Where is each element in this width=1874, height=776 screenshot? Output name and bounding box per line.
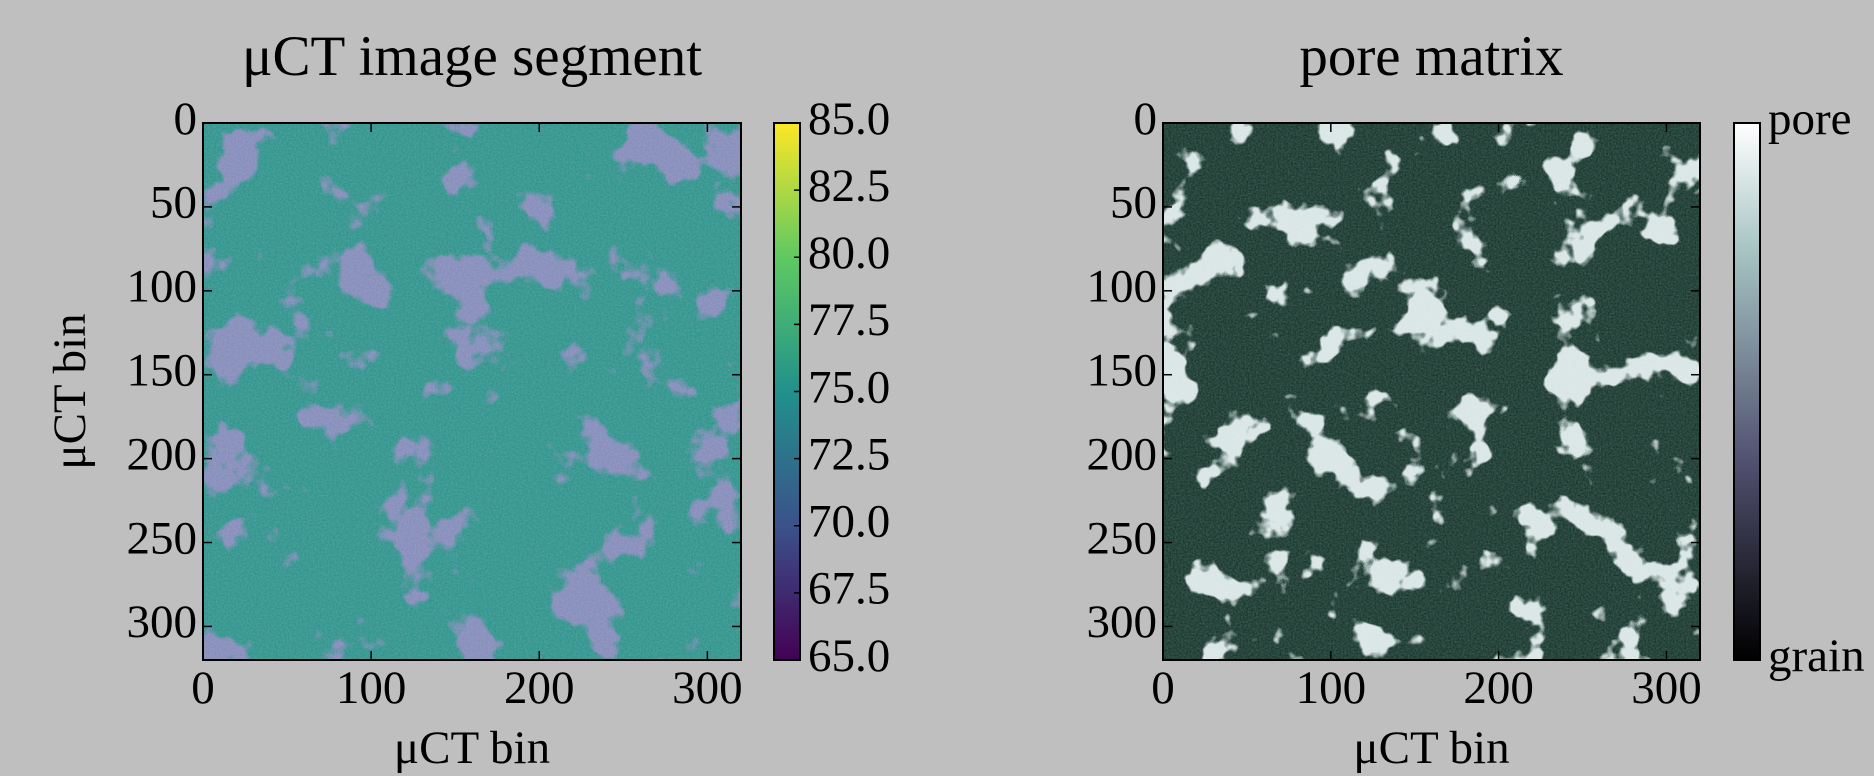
colorbar-tick-label: 82.5 <box>808 160 890 212</box>
y-tick-label: 100 <box>127 261 198 313</box>
y-tick-label: 0 <box>1134 93 1158 145</box>
y-tick-label: 150 <box>1087 345 1158 397</box>
x-tick-label: 200 <box>504 662 575 714</box>
y-tick-label: 50 <box>150 177 197 229</box>
colorbar-tick-label: grain <box>1768 630 1865 682</box>
x-tick-label: 300 <box>1631 662 1702 714</box>
y-tick-label: 250 <box>1087 512 1158 564</box>
image-grain <box>203 123 741 660</box>
y-tick-label: 50 <box>1110 177 1157 229</box>
colorbar-tick-label: 65.0 <box>808 630 890 682</box>
x-tick-label: 0 <box>191 662 215 714</box>
axes-frame <box>202 122 742 661</box>
chart-title: pore matrix <box>1299 25 1563 88</box>
colorbar <box>773 122 801 661</box>
colorbar-tick-label: 85.0 <box>808 93 890 145</box>
image-grain <box>1163 123 1700 660</box>
colorbar-tick-label: 75.0 <box>808 361 890 413</box>
colorbar-tick-label: 77.5 <box>808 294 890 346</box>
x-tick-label: 100 <box>336 662 407 714</box>
y-tick-label: 100 <box>1087 261 1158 313</box>
x-axis-label: μCT bin <box>1353 722 1509 774</box>
colorbar-tick-label: pore <box>1768 93 1852 145</box>
x-tick-label: 100 <box>1296 662 1367 714</box>
colorbar <box>1733 122 1761 661</box>
x-tick-label: 200 <box>1463 662 1534 714</box>
chart-title: μCT image segment <box>242 25 702 88</box>
y-tick-label: 0 <box>174 93 198 145</box>
colorbar-tick-label: 80.0 <box>808 227 890 279</box>
y-tick-label: 200 <box>127 428 198 480</box>
axes-frame <box>1162 122 1701 661</box>
y-tick-label: 250 <box>127 512 198 564</box>
y-axis-label: μCT bin <box>44 313 96 469</box>
y-tick-label: 150 <box>127 345 198 397</box>
y-tick-label: 200 <box>1087 428 1158 480</box>
y-tick-label: 300 <box>1087 596 1158 648</box>
colorbar-tick-label: 72.5 <box>808 428 890 480</box>
x-tick-label: 0 <box>1151 662 1175 714</box>
colorbar-tick-label: 70.0 <box>808 496 890 548</box>
colorbar-tick-label: 67.5 <box>808 563 890 615</box>
y-tick-label: 300 <box>127 596 198 648</box>
x-tick-label: 300 <box>672 662 743 714</box>
x-axis-label: μCT bin <box>394 722 550 774</box>
